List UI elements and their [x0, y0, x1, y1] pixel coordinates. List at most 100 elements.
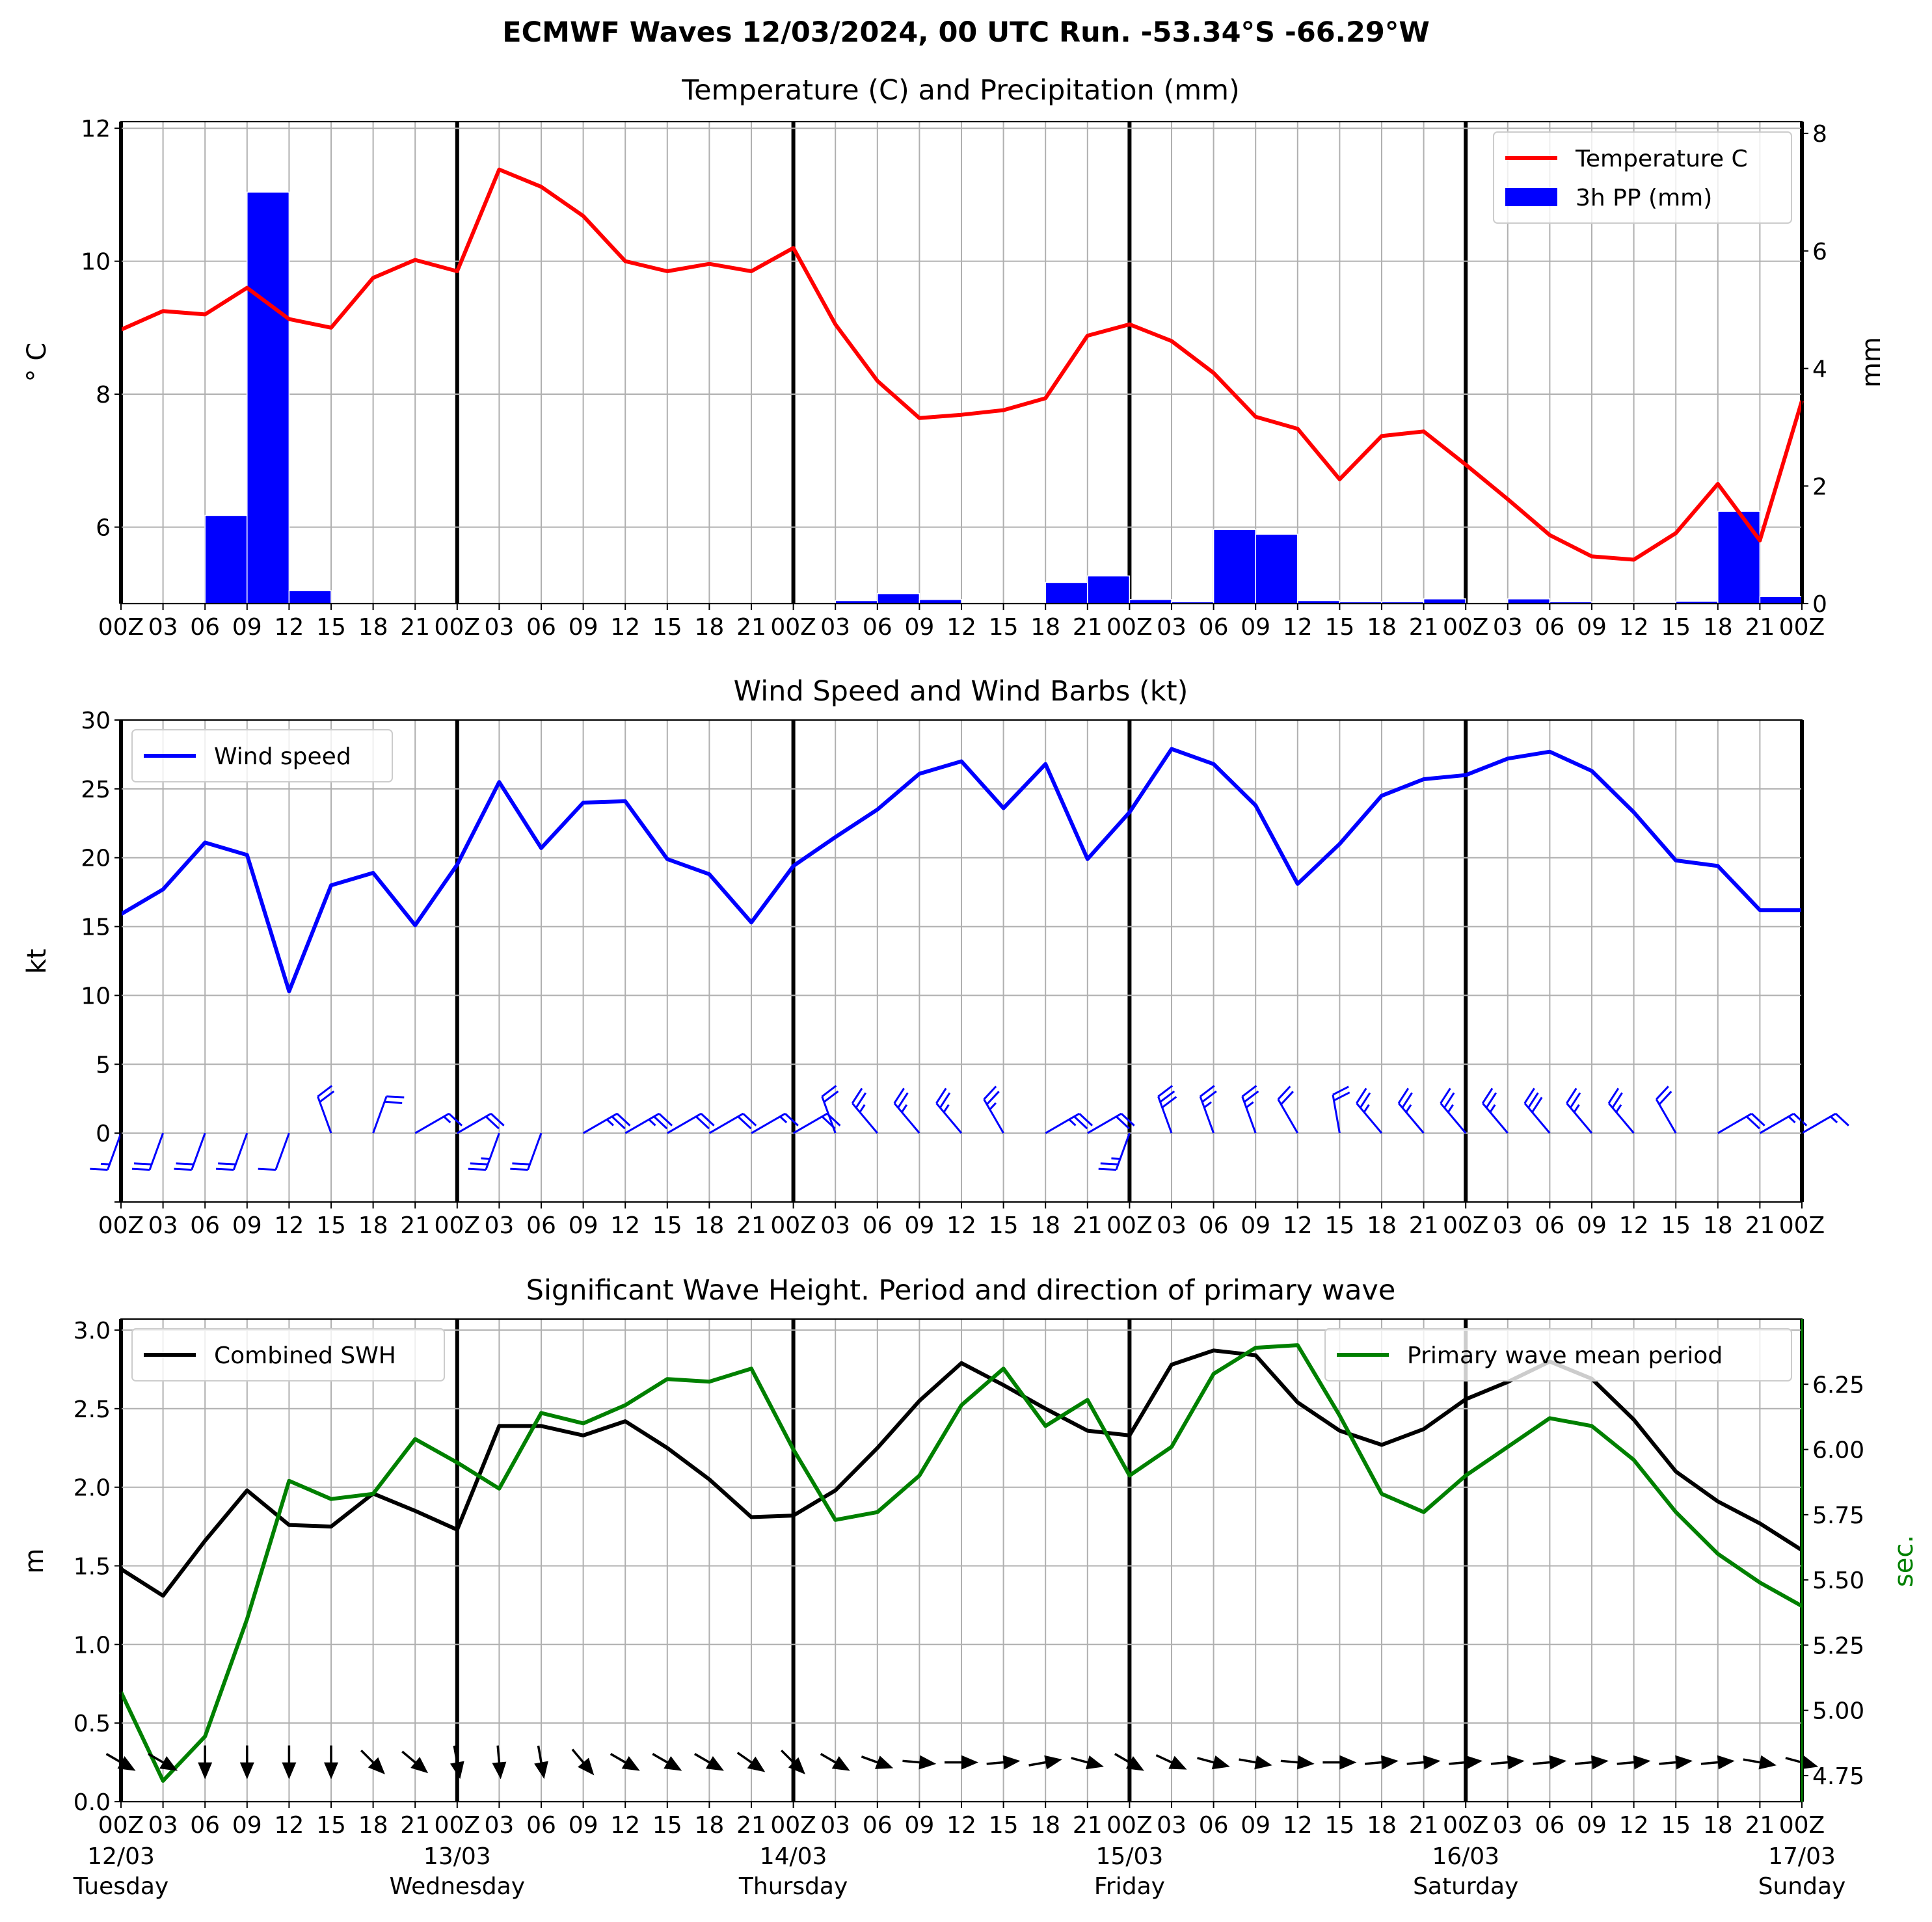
period-ytick-label: 6.25	[1812, 1372, 1864, 1398]
wave-direction-arrow	[1659, 1755, 1693, 1770]
temp-xtick-label: 09	[569, 614, 598, 641]
wave-direction-arrow	[1155, 1754, 1187, 1770]
wind-ytick-label: 10	[81, 983, 111, 1009]
wind-xtick-label: 03	[148, 1212, 178, 1239]
wave-direction-arrow	[148, 1753, 178, 1771]
wind-xtick-label: 21	[736, 1212, 766, 1239]
temp-ytick-label: 10	[81, 249, 111, 276]
period-ytick-label: 5.75	[1812, 1502, 1864, 1529]
wave-direction-arrow	[1406, 1755, 1441, 1770]
wave-direction-arrow	[610, 1753, 640, 1771]
swh-xtick-label: 15	[316, 1812, 346, 1839]
wind-barb	[1655, 1086, 1677, 1134]
precip-bar	[1759, 596, 1803, 604]
wind-barb	[582, 1112, 631, 1134]
precip-ytick-label: 2	[1812, 474, 1827, 500]
swh-xtick-label: 15	[652, 1812, 682, 1839]
wave-direction-arrow	[1574, 1755, 1609, 1770]
wind-xtick-label: 12	[610, 1212, 640, 1239]
swh-xtick-label: 18	[1030, 1812, 1060, 1839]
wind-axis-label: kt	[22, 949, 52, 974]
temp-xtick-label: 21	[1073, 614, 1103, 641]
temp-xtick-label: 21	[736, 614, 766, 641]
swh-xtick-label: 06	[1535, 1812, 1564, 1839]
wind-xtick-label: 21	[1745, 1212, 1775, 1239]
temp-ytick-label: 12	[81, 116, 111, 142]
wave-panel: Significant Wave Height. Period and dire…	[20, 1274, 1919, 1900]
wave-direction-arrow	[571, 1748, 595, 1776]
wind-barb	[935, 1088, 963, 1134]
wind-xtick-label: 03	[1493, 1212, 1523, 1239]
wind-barb	[1199, 1085, 1217, 1134]
period-axis-label: sec.	[1889, 1535, 1919, 1587]
swh-ytick-label: 0.5	[74, 1711, 111, 1737]
wind-barb	[258, 1132, 290, 1171]
swh-xtick-label: 00Z	[435, 1812, 480, 1839]
temp-xtick-label: 18	[358, 614, 388, 641]
swh-xtick-label: 06	[190, 1812, 220, 1839]
wind-barb	[372, 1095, 405, 1134]
period-legend-entry-0: Primary wave mean period	[1407, 1342, 1723, 1369]
temp-xtick-label: 15	[316, 614, 346, 641]
wave-direction-arrow	[492, 1745, 507, 1780]
swh-xtick-label: 18	[694, 1812, 724, 1839]
swh-xtick-label: 00Z	[1107, 1812, 1152, 1839]
temp-legend-entry-0: Temperature C	[1575, 146, 1748, 172]
wave-direction-arrow	[1700, 1755, 1735, 1770]
wave-direction-arrow	[449, 1745, 464, 1780]
temp-xtick-label: 00Z	[1107, 614, 1152, 641]
temp-xtick-label: 00Z	[1779, 614, 1825, 641]
wind-barb	[510, 1132, 543, 1171]
swh-xtick-label: 21	[1745, 1812, 1775, 1839]
wave-direction-arrow	[1114, 1753, 1144, 1771]
temp-xtick-label: 18	[694, 614, 724, 641]
wave-direction-arrow	[1743, 1755, 1777, 1770]
swh-xtick-label: 15	[1661, 1812, 1691, 1839]
swh-xtick-label: 21	[400, 1812, 430, 1839]
date-label-2: 14/03	[760, 1843, 827, 1870]
wind-speed-line	[120, 747, 1802, 994]
wind-barb	[1481, 1088, 1509, 1134]
swh-xtick-label: 15	[989, 1812, 1019, 1839]
wave-direction-arrow	[1239, 1755, 1272, 1770]
swh-ytick-label: 2.5	[74, 1396, 111, 1423]
wind-xtick-label: 06	[190, 1212, 220, 1239]
swh-xtick-label: 12	[274, 1812, 304, 1839]
period-legend-box	[1324, 1328, 1792, 1381]
wind-xtick-label: 06	[863, 1212, 892, 1239]
period-ytick-label: 5.25	[1812, 1633, 1864, 1659]
temp-xtick-label: 09	[232, 614, 262, 641]
wind-ytick-label: 25	[81, 777, 111, 803]
wind-xtick-label: 15	[652, 1212, 682, 1239]
wave-direction-arrow	[902, 1755, 937, 1770]
swh-ytick-label: 1.0	[74, 1632, 111, 1659]
weekday-label-4: Saturday	[1413, 1873, 1518, 1900]
wind-barb	[1356, 1088, 1383, 1134]
wind-xtick-label: 09	[569, 1212, 598, 1239]
wind-xtick-label: 12	[274, 1212, 304, 1239]
wave-direction-arrow	[1785, 1755, 1819, 1770]
temp-xtick-label: 12	[610, 614, 640, 641]
period-line	[119, 1343, 1803, 1783]
wind-xtick-label: 18	[1030, 1212, 1060, 1239]
swh-xtick-label: 00Z	[1779, 1812, 1825, 1839]
temp-xtick-label: 15	[989, 614, 1019, 641]
wind-barb	[1523, 1088, 1551, 1134]
wind-barb	[983, 1086, 1004, 1134]
wind-barb	[1566, 1088, 1593, 1134]
swh-ytick-label: 3.0	[74, 1318, 111, 1344]
wave-direction-arrow	[652, 1753, 682, 1771]
wind-xtick-label: 06	[526, 1212, 556, 1239]
wave-direction-arrow	[1533, 1755, 1567, 1770]
wave-direction-arrow	[1490, 1755, 1525, 1770]
temperature-precip-panel: Temperature (C) and Precipitation (mm) °…	[22, 74, 1886, 641]
precip-bar	[204, 514, 248, 604]
wind-barb	[457, 1112, 505, 1134]
wind-barb	[90, 1132, 122, 1171]
wind-barb	[1045, 1112, 1093, 1134]
swh-xtick-label: 03	[1157, 1812, 1187, 1839]
wave-direction-arrow	[1071, 1755, 1104, 1770]
wave-direction-arrow	[534, 1745, 548, 1780]
temperature-axis-label: ° C	[22, 343, 52, 382]
